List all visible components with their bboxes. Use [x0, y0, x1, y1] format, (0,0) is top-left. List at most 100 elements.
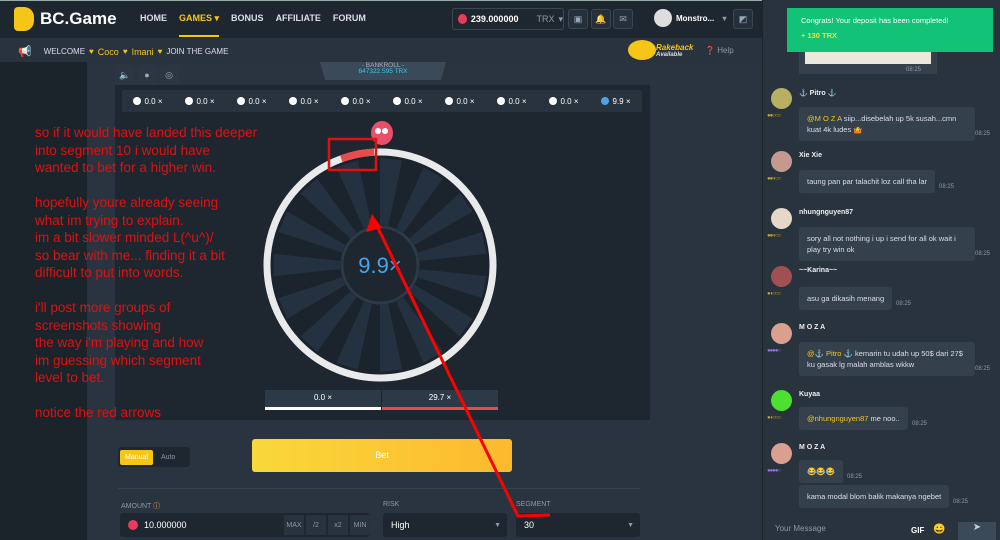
mode-toggle: Manual Auto: [118, 447, 190, 467]
nav-games[interactable]: GAMES ▾: [179, 13, 220, 37]
username[interactable]: Monstro... ▾: [676, 14, 727, 23]
mode-manual[interactable]: Manual: [120, 449, 153, 465]
bankroll-banner: - BANKROLL -647322.595 TRX: [320, 62, 446, 80]
max-button[interactable]: MAX: [284, 515, 304, 535]
wheel-segment: [380, 158, 403, 226]
balance-value: 239.000000: [470, 14, 519, 24]
wheel-segment: [336, 301, 372, 370]
history-item: 0.0 ×: [549, 97, 579, 106]
chat-username[interactable]: M O Z A: [799, 444, 826, 451]
history-item: 9.9 ×: [601, 97, 631, 106]
level-badge: ●◖○○○: [767, 415, 781, 421]
result-chip-0: 0.0 ×: [265, 390, 381, 410]
emoji-icon[interactable]: 😀: [933, 524, 946, 535]
segment-select[interactable]: 30 ▼: [516, 513, 640, 537]
history-dot: [237, 97, 246, 105]
chat-avatar[interactable]: [771, 151, 792, 172]
megaphone-icon: 📢: [18, 46, 32, 58]
bell-icon[interactable]: 🔔: [591, 9, 611, 29]
balance-selector[interactable]: 239.000000 TRX ▾: [452, 8, 564, 30]
chat-username[interactable]: ~~Karina~~: [799, 267, 838, 274]
chat-message: taung pan par talachit loz call tha lar: [799, 170, 936, 193]
welcome-banner: 📢 WELCOME ♥ Coco ♥ Imani ♥ JOIN THE GAME: [18, 46, 229, 58]
main-nav: HOME GAMES ▾ BONUS AFFILIATE FORUM: [140, 13, 366, 37]
chat-username[interactable]: M O Z A: [799, 324, 826, 331]
wheel-segment: [278, 277, 346, 319]
history-dot: [393, 97, 402, 105]
timestamp: 08:25: [912, 421, 928, 427]
chat-avatar[interactable]: [771, 88, 792, 109]
level-badge: ●●◖○○: [767, 176, 781, 182]
chat-toggle-button[interactable]: ◩: [733, 9, 753, 29]
chat-message: sory all not nothing i up i send for all…: [799, 227, 975, 261]
gif-button[interactable]: GIF: [911, 526, 925, 535]
wheel-segment: [278, 211, 346, 253]
help-button[interactable]: ❓ Help: [705, 46, 734, 55]
mode-auto[interactable]: Auto: [160, 453, 176, 461]
history-dot: [601, 97, 610, 105]
chat-username[interactable]: ⚓ Pitro ⚓: [799, 90, 837, 97]
timestamp: 08:25: [975, 131, 991, 137]
chat-avatar[interactable]: [771, 390, 792, 411]
nav-forum[interactable]: FORUM: [332, 13, 366, 23]
level-badge: ●●○○○: [767, 113, 781, 119]
chat-message: @M O Z A siip...disebelah up 5k susah...…: [799, 107, 975, 141]
chat-message: @⚓ Pitro ⚓ kemarin tu udah up 50$ dari 2…: [799, 342, 975, 376]
risk-select[interactable]: High ▼: [383, 513, 507, 537]
chat-username[interactable]: nhungnguyen87: [799, 209, 854, 216]
level-badge: ●●◖○○: [767, 233, 781, 239]
level-badge: ●●●●○: [767, 468, 781, 474]
segment-label: SEGMENT: [516, 501, 551, 508]
history-dot: [185, 97, 194, 105]
wheel-segment: [396, 167, 443, 233]
wheel-segment: [300, 291, 357, 352]
nav-home[interactable]: HOME: [140, 13, 167, 23]
sound-icon[interactable]: 🔈: [115, 65, 135, 85]
timestamp: 08:25: [906, 67, 922, 73]
double-button[interactable]: x2: [328, 515, 348, 535]
history-item: 0.0 ×: [185, 97, 215, 106]
bet-button[interactable]: Bet: [252, 439, 512, 472]
chat-username[interactable]: Kuyaa: [799, 391, 821, 398]
fairness-icon[interactable]: ◎: [159, 65, 179, 85]
history-dot: [133, 97, 142, 105]
history-item: 0.0 ×: [445, 97, 475, 106]
wallet-button[interactable]: ▣: [568, 9, 588, 29]
half-button[interactable]: /2: [306, 515, 326, 535]
rakeback-button[interactable]: Rakeback Available: [656, 43, 694, 58]
piggy-bank-icon[interactable]: [628, 40, 656, 60]
timestamp: 08:25: [975, 251, 991, 257]
level-badge: ●◖○○○: [767, 291, 781, 297]
level-badge: ●●●●○: [767, 348, 781, 354]
avatar[interactable]: [654, 9, 672, 27]
hotkeys-icon[interactable]: ●: [137, 65, 157, 85]
amount-input[interactable]: 10.000000 MAX/2 x2 MIN: [120, 513, 370, 537]
history-item: 0.0 ×: [237, 97, 267, 106]
send-button[interactable]: ➤: [958, 522, 996, 540]
annotation-text: so if it would have landed this deeper i…: [35, 125, 258, 420]
chat-avatar[interactable]: [771, 266, 792, 287]
currency: TRX: [536, 14, 555, 24]
chat-avatar[interactable]: [771, 443, 792, 464]
risk-label: RISK: [383, 501, 400, 508]
chat-avatar[interactable]: [771, 208, 792, 229]
chat-avatar[interactable]: [771, 323, 792, 344]
deposit-toast: Congrats! Your deposit has been complete…: [787, 8, 993, 52]
nav-bonus[interactable]: BONUS: [231, 13, 264, 23]
history-dot: [445, 97, 454, 105]
history-dot: [497, 97, 506, 105]
logo[interactable]: BC.Game: [14, 7, 117, 31]
wheel-segment: [300, 178, 357, 239]
wheel: 9.9×: [263, 121, 497, 382]
chat-message: asu ga dikasih menang: [799, 287, 893, 310]
chat-username[interactable]: Xie Xie: [799, 152, 822, 159]
nav-affiliate[interactable]: AFFILIATE: [275, 13, 321, 23]
history-item: 0.0 ×: [497, 97, 527, 106]
history-item: 0.0 ×: [341, 97, 371, 106]
chat-input[interactable]: Your Message: [763, 518, 1000, 540]
min-button[interactable]: MIN: [350, 515, 370, 535]
wheel-segment: [336, 160, 372, 229]
divider: [118, 488, 640, 489]
mail-icon[interactable]: ✉: [613, 9, 633, 29]
history-dot: [341, 97, 350, 105]
